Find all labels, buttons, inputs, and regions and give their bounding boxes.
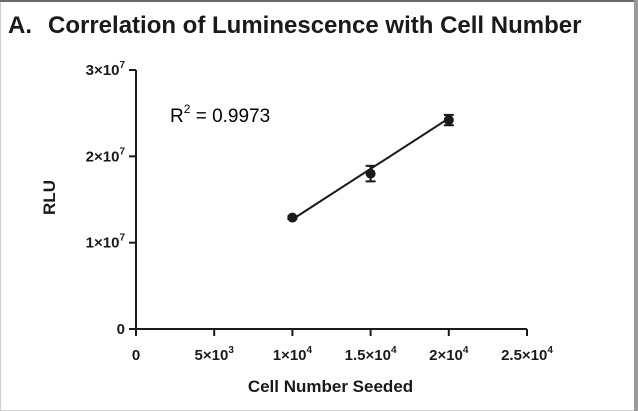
y-axis-title: RLU: [40, 180, 59, 215]
r-squared-annotation: R2 = 0.9973: [170, 102, 270, 127]
data-point: [365, 168, 376, 179]
x-axis-title: Cell Number Seeded: [248, 377, 413, 396]
data-point: [287, 212, 298, 223]
panel-label: A.: [8, 12, 32, 39]
y-tick-label: 1×107: [86, 233, 126, 252]
data-points: [287, 113, 454, 223]
x-tick-label: 0: [132, 347, 140, 364]
y-tick-label: 2×107: [86, 146, 126, 165]
figure-title: Correlation of Luminescence with Cell Nu…: [48, 12, 582, 39]
x-tick-label: 2×104: [429, 345, 469, 364]
x-tick-label: 1×104: [273, 345, 313, 364]
axes: 0 1×107 2×107 3×107 0 5×103 1×104 1.5×104 2×104 2…: [40, 60, 553, 396]
r-squared-superscript: 2: [184, 102, 191, 116]
data-point: [443, 115, 454, 126]
r-squared-letter: R: [170, 106, 184, 127]
x-tick-label: 2.5×104: [501, 345, 553, 364]
x-tick-label: 1.5×104: [345, 345, 397, 364]
x-tick-label: 5×103: [195, 345, 235, 364]
r-squared-value: = 0.9973: [190, 106, 270, 127]
y-tick-label: 0: [117, 321, 125, 338]
y-tick-label: 3×107: [86, 60, 126, 79]
figure-right-border: [634, 0, 638, 411]
figure-top-border: [0, 0, 638, 2]
figure-title-row: A. Correlation of Luminescence with Cell …: [8, 12, 581, 40]
